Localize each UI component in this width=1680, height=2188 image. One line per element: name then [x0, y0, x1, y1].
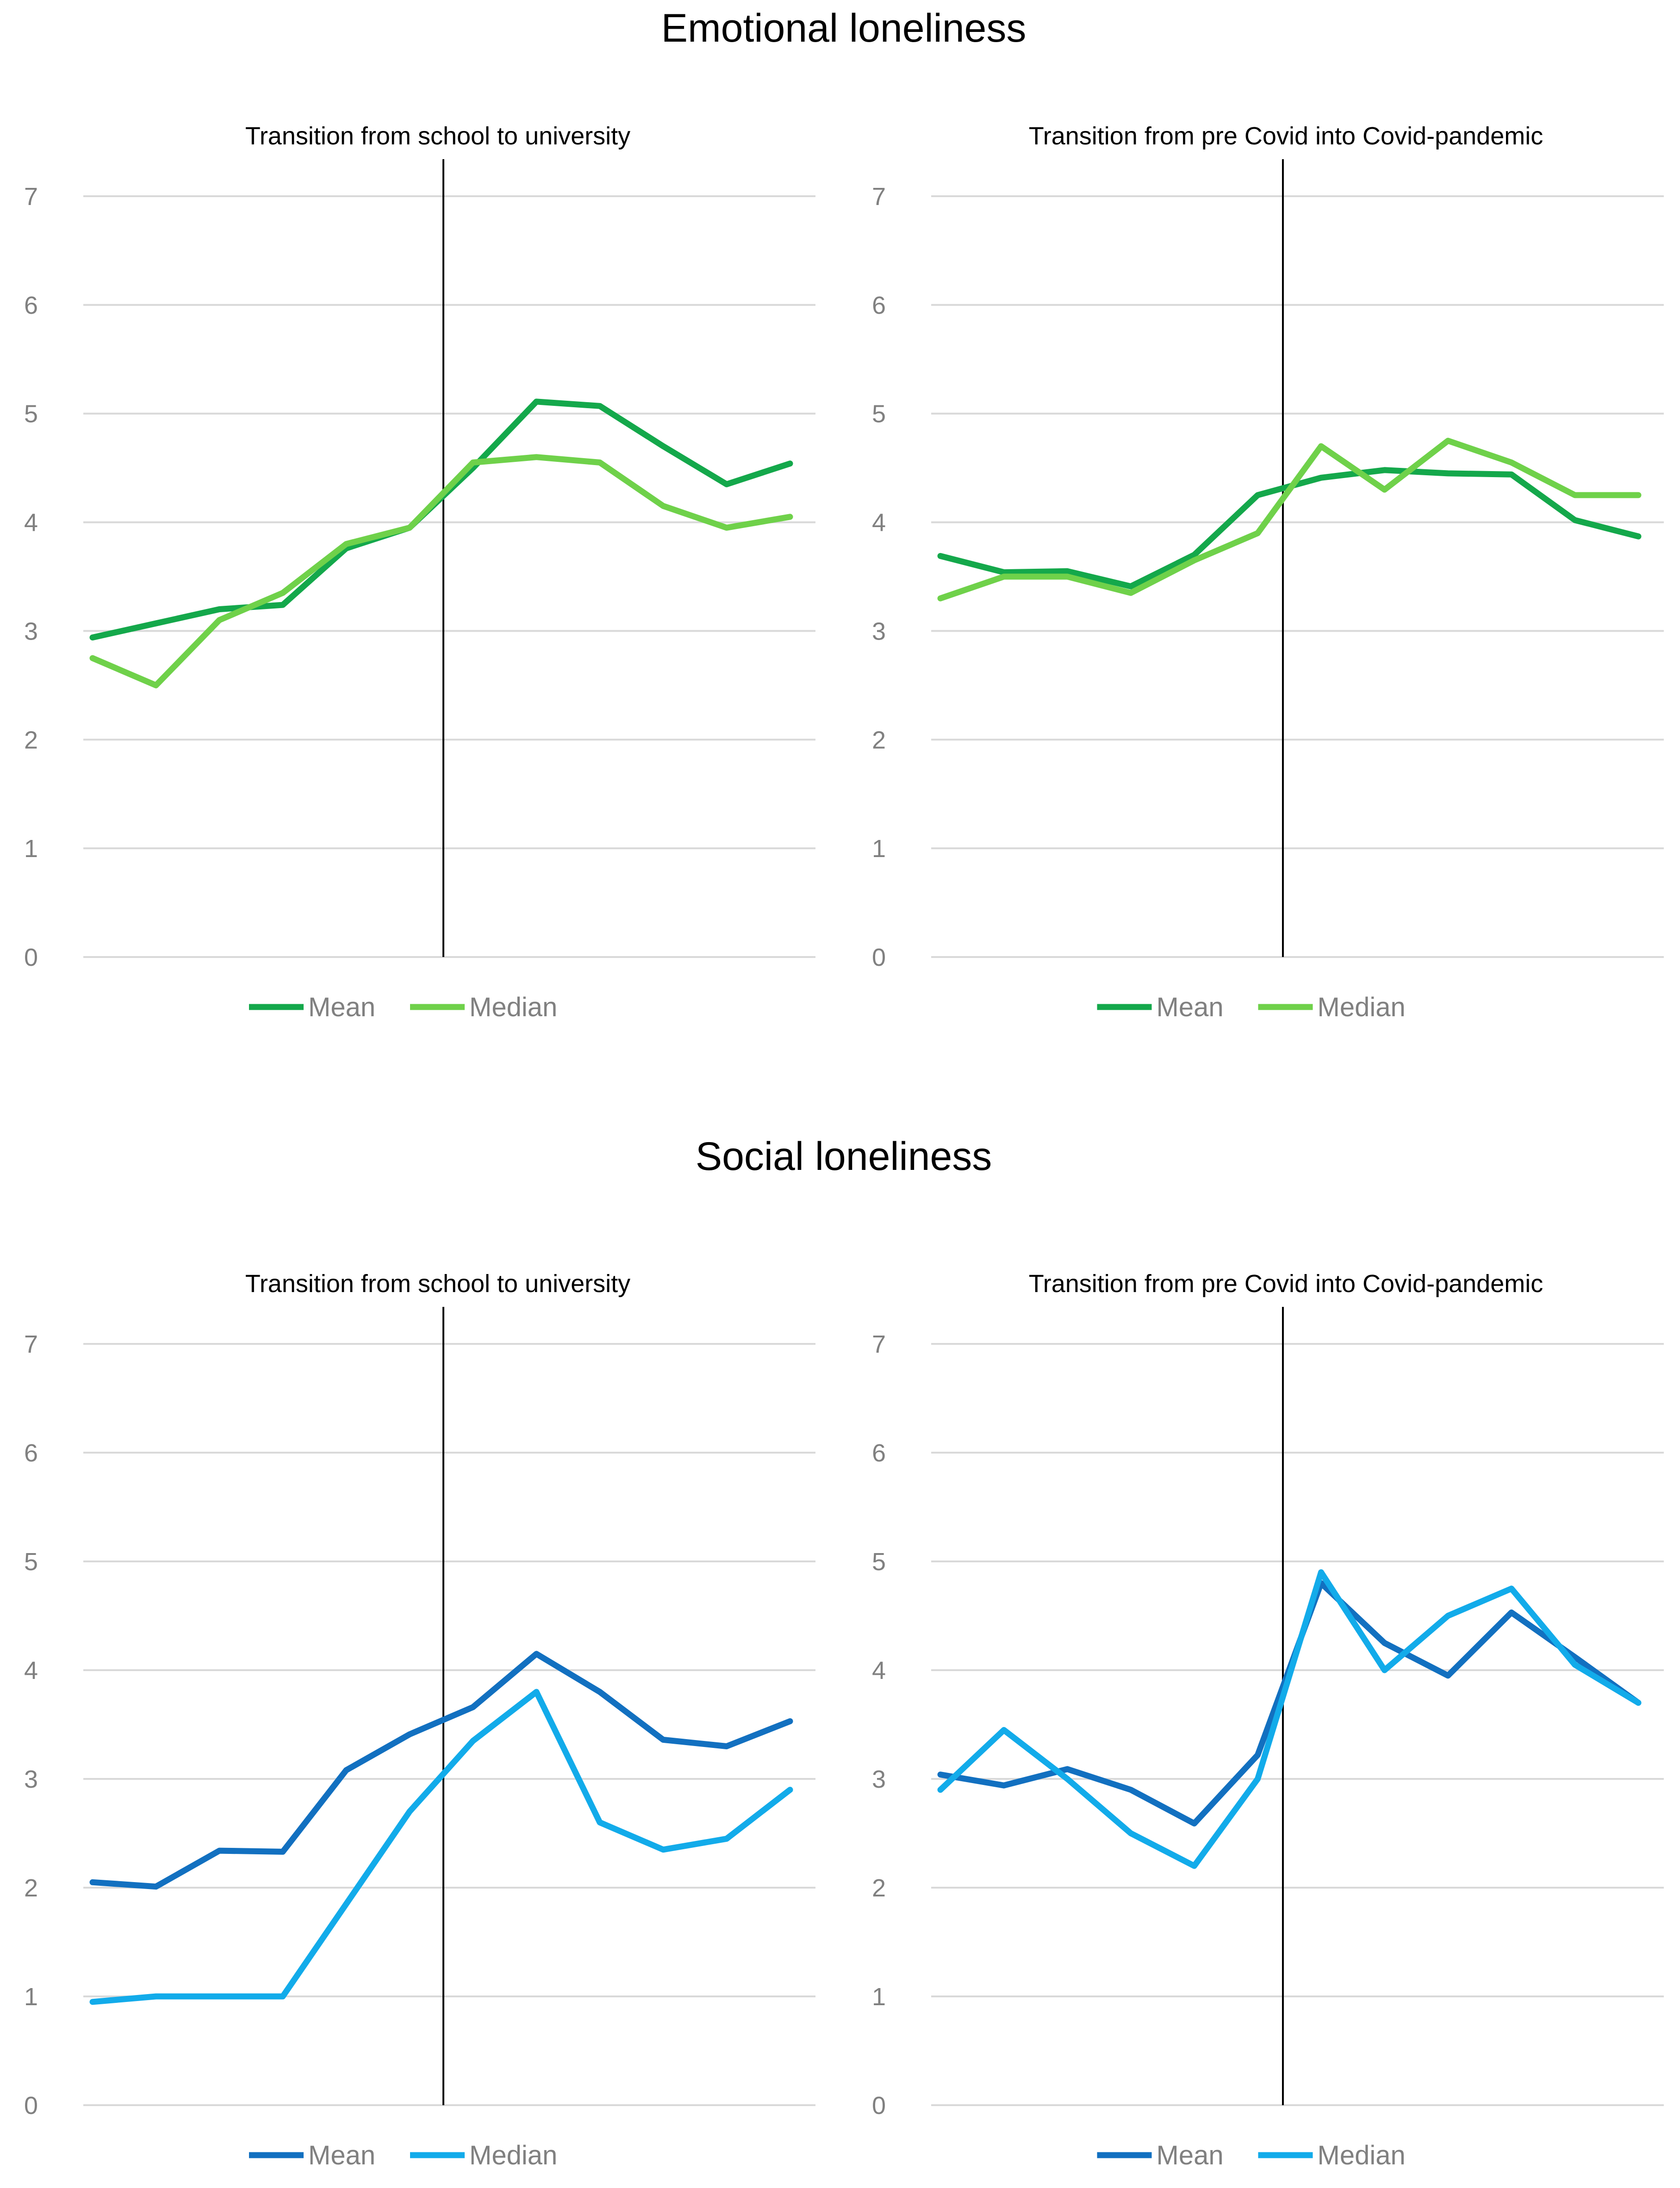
y-tick-label: 1: [24, 1983, 38, 2011]
series-line-median: [89, 454, 793, 689]
y-tick-label: 1: [872, 1983, 886, 2011]
y-tick-label: 7: [872, 183, 886, 211]
series-line-mean: [89, 1651, 793, 1890]
y-tick-label: 6: [24, 292, 38, 319]
legend: Mean Median: [249, 992, 557, 1022]
series-line-median: [937, 437, 1642, 602]
y-tick-label: 3: [872, 617, 886, 645]
legend: Mean Median: [1097, 992, 1406, 1022]
y-tick-label: 6: [872, 1439, 886, 1467]
y-tick-label: 0: [872, 2092, 886, 2120]
y-tick-label: 7: [872, 1330, 886, 1358]
y-tick-label: 4: [24, 509, 38, 537]
series-line-mean: [89, 398, 793, 640]
y-tick-label: 4: [24, 1657, 38, 1685]
y-tick-label: 1: [24, 835, 38, 863]
legend: Mean Median: [1097, 2140, 1406, 2170]
panel-title: Transition from pre Covid into Covid-pan…: [1029, 1270, 1543, 1298]
y-tick-label: 4: [872, 509, 886, 537]
y-tick-label: 5: [24, 1548, 38, 1576]
legend-label-mean: Mean: [1157, 992, 1224, 1022]
legend-label-mean: Mean: [1157, 2140, 1224, 2170]
y-tick-label: 2: [24, 1874, 38, 1902]
y-tick-label: 5: [24, 400, 38, 428]
legend-label-mean: Mean: [308, 2140, 375, 2170]
legend-label-median: Median: [1318, 992, 1406, 1022]
y-tick-label: 7: [24, 183, 38, 211]
chart-panel: Transition from pre Covid into Covid-pan…: [872, 122, 1664, 1022]
series-line-median: [937, 1569, 1642, 1869]
y-tick-label: 2: [872, 726, 886, 754]
chart-panel: Transition from school to university 0 1 2 3…: [24, 1270, 815, 2170]
section-title-emotional: Emotional loneliness: [661, 6, 1027, 50]
y-tick-label: 6: [24, 1439, 38, 1467]
y-tick-label: 3: [24, 1765, 38, 1793]
y-tick-label: 3: [24, 617, 38, 645]
y-tick-label: 7: [24, 1330, 38, 1358]
chart-panels: Transition from school to university 0 1 2 3…: [24, 122, 1664, 2170]
legend: Mean Median: [249, 2140, 557, 2170]
chart-panel: Transition from school to university 0 1 2 3…: [24, 122, 815, 1022]
series-line-median: [89, 1689, 793, 2005]
panel-title: Transition from pre Covid into Covid-pan…: [1029, 122, 1543, 150]
y-tick-label: 2: [872, 1874, 886, 1902]
y-tick-label: 0: [24, 944, 38, 971]
legend-label-mean: Mean: [308, 992, 375, 1022]
y-tick-label: 5: [872, 1548, 886, 1576]
y-tick-label: 4: [872, 1657, 886, 1685]
legend-label-median: Median: [469, 2140, 557, 2170]
y-tick-label: 3: [872, 1765, 886, 1793]
legend-label-median: Median: [1318, 2140, 1406, 2170]
y-tick-label: 0: [872, 944, 886, 971]
chart-panel: Transition from pre Covid into Covid-pan…: [872, 1270, 1664, 2170]
y-tick-label: 0: [24, 2092, 38, 2120]
panel-title: Transition from school to university: [245, 1270, 630, 1298]
section-title-social: Social loneliness: [696, 1134, 992, 1179]
y-tick-label: 2: [24, 726, 38, 754]
y-tick-label: 1: [872, 835, 886, 863]
y-tick-label: 6: [872, 292, 886, 319]
y-tick-label: 5: [872, 400, 886, 428]
panel-title: Transition from school to university: [245, 122, 630, 150]
legend-label-median: Median: [469, 992, 557, 1022]
